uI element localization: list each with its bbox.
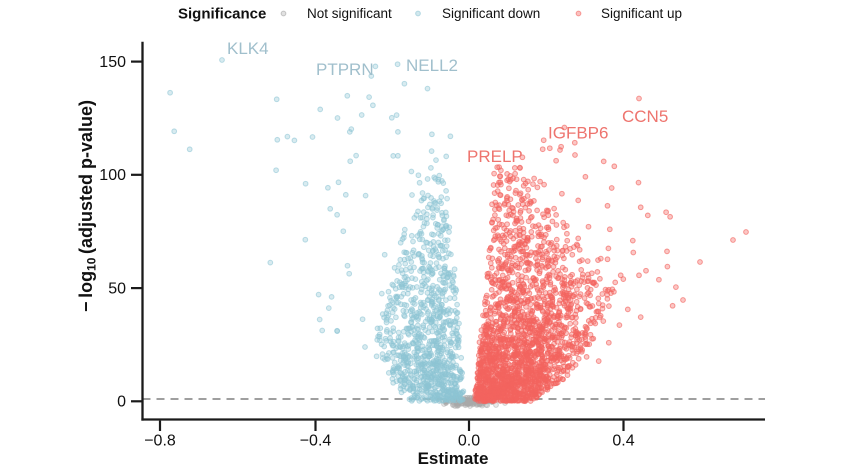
svg-text:CCN5: CCN5 [622,107,668,126]
svg-text:KLK4: KLK4 [227,39,269,58]
svg-text:Significant down: Significant down [442,6,540,21]
svg-text:100: 100 [99,167,126,184]
svg-text:Not significant: Not significant [307,6,392,21]
svg-text:0.0: 0.0 [458,433,480,450]
svg-text:Estimate: Estimate [418,449,489,468]
svg-text:0: 0 [117,394,126,411]
svg-text:IGFBP6: IGFBP6 [548,124,608,143]
svg-text:0.4: 0.4 [612,433,634,450]
svg-text:50: 50 [108,281,126,298]
svg-text:PTPRN: PTPRN [316,60,374,79]
svg-text:150: 150 [99,54,126,71]
svg-text:− log10 (adjusted p-value): − log10 (adjusted p-value) [76,100,99,312]
svg-text:NELL2: NELL2 [406,56,458,75]
svg-text:−0.8: −0.8 [144,433,176,450]
svg-text:−0.4: −0.4 [300,433,332,450]
svg-text:Significant up: Significant up [601,6,682,21]
svg-text:Significance: Significance [178,6,266,23]
svg-text:PRELP: PRELP [467,147,523,166]
